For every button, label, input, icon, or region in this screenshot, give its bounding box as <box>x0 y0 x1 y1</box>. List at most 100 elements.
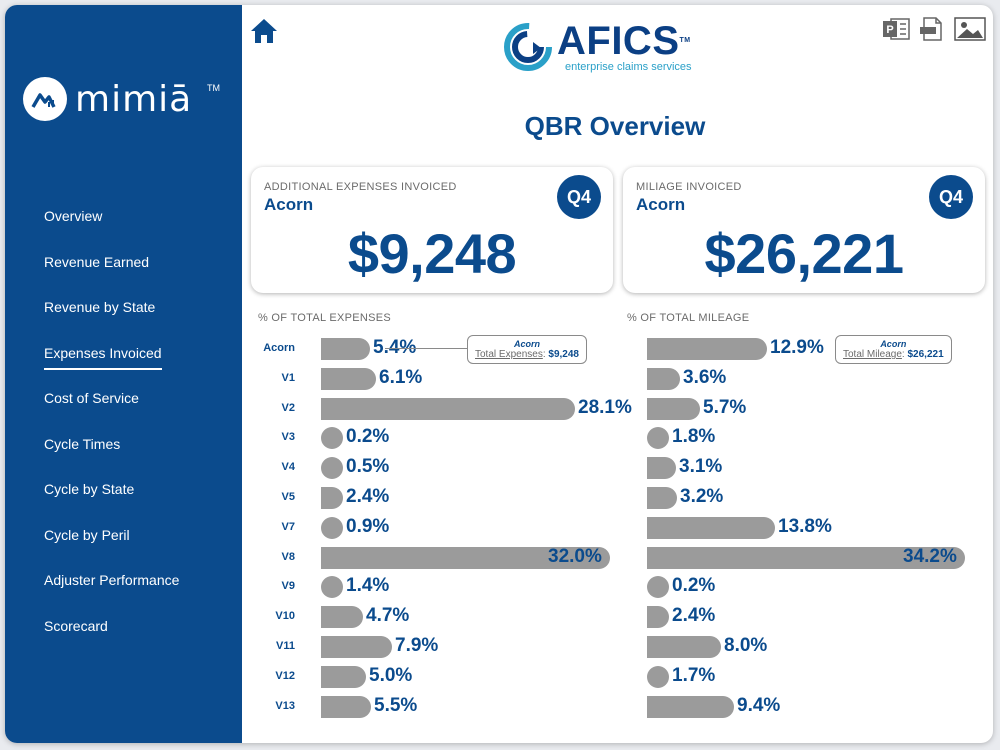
mileage-bar[interactable] <box>647 338 767 360</box>
mileage-bar[interactable] <box>647 397 700 420</box>
sidebar-item-cost-of-service[interactable]: Cost of Service <box>44 385 179 431</box>
expenses-chart-title: % OF TOTAL EXPENSES <box>258 312 392 324</box>
home-icon[interactable] <box>248 15 280 47</box>
row-label: V8 <box>281 550 295 563</box>
afics-name: AFICS <box>557 19 680 63</box>
quarter-badge: Q4 <box>557 175 601 219</box>
mileage-bar[interactable] <box>647 636 721 658</box>
mileage-bar-value: 1.7% <box>672 664 716 686</box>
row-label: V13 <box>275 699 295 712</box>
pdf-export-icon[interactable] <box>917 15 947 43</box>
brand-name: mimiā <box>75 78 193 120</box>
afics-logo: AFICSTM enterprise claims services <box>503 21 692 73</box>
mileage-bar[interactable] <box>647 457 676 480</box>
tooltip-value: $26,221 <box>907 349 944 360</box>
row-label: V2 <box>281 401 295 414</box>
card-value: $9,248 <box>347 222 517 285</box>
mileage-bar[interactable] <box>647 427 669 450</box>
card-label: MILIAGE INVOICED <box>636 181 742 193</box>
expenses-bar-value: 6.1% <box>379 366 423 388</box>
expenses-bar[interactable] <box>321 695 371 718</box>
svg-text:P: P <box>886 24 893 36</box>
afics-tagline: enterprise claims services <box>565 61 692 73</box>
sidebar-item-label: Scorecard <box>44 617 108 634</box>
sidebar-item-cycle-times[interactable]: Cycle Times <box>44 431 179 477</box>
sidebar-item-revenue-earned[interactable]: Revenue Earned <box>44 249 179 295</box>
sidebar-item-overview[interactable]: Overview <box>44 203 179 249</box>
sidebar-item-label: Overview <box>44 208 103 224</box>
expenses-bar[interactable] <box>321 516 343 539</box>
mileage-bar-value: 0.2% <box>672 575 716 597</box>
sidebar-item-label: Cycle Times <box>44 435 121 452</box>
row-label: V1 <box>281 371 295 384</box>
sidebar-item-label: Revenue Earned <box>44 253 150 270</box>
sidebar-item-cycle-by-state[interactable]: Cycle by State <box>44 476 179 522</box>
row-label: V4 <box>281 461 295 474</box>
mileage-bar-value: 5.7% <box>703 396 747 418</box>
brand: mimiā TM <box>23 77 220 121</box>
sidebar-item-scorecard[interactable]: Scorecard <box>44 613 179 659</box>
row-label: V3 <box>281 431 295 444</box>
expenses-bar-value: 2.4% <box>346 486 390 507</box>
mileage-kpi-card: MILIAGE INVOICED Acorn Q4 $26,221 <box>623 167 985 293</box>
expenses-bar[interactable] <box>321 487 343 509</box>
expenses-bar-value: 0.9% <box>346 515 390 537</box>
expenses-bar[interactable] <box>321 427 343 450</box>
expenses-bar[interactable] <box>321 338 370 360</box>
powerpoint-export-icon[interactable]: P <box>881 15 911 43</box>
image-export-icon[interactable] <box>953 15 986 43</box>
expenses-bar[interactable] <box>321 457 343 480</box>
row-label: Acorn <box>263 342 295 354</box>
expenses-bar[interactable] <box>321 665 366 688</box>
sidebar-item-adjuster-performance[interactable]: Adjuster Performance <box>44 567 179 613</box>
card-label: ADDITIONAL EXPENSES INVOICED <box>264 181 457 193</box>
mileage-bar-value: 2.4% <box>672 605 716 627</box>
mileage-bar[interactable] <box>647 576 669 599</box>
mileage-bar-value: 1.8% <box>672 426 716 448</box>
mileage-bar-value: 12.9% <box>770 337 824 358</box>
expenses-bar[interactable] <box>321 606 363 629</box>
card-client: Acorn <box>636 195 686 214</box>
mileage-chart-title: % OF TOTAL MILEAGE <box>627 312 750 324</box>
sidebar-item-expenses-invoiced[interactable]: Expenses Invoiced <box>44 340 179 386</box>
mileage-bar[interactable] <box>647 695 734 718</box>
card-client: Acorn <box>264 195 314 214</box>
tooltip-connector <box>385 348 467 349</box>
expenses-bar[interactable] <box>321 397 575 420</box>
mileage-bar-value: 13.8% <box>778 515 832 537</box>
mileage-bar[interactable] <box>647 665 669 688</box>
row-label: V5 <box>281 491 295 503</box>
tooltip-label: Total Mileage <box>843 349 902 360</box>
sidebar-item-label: Revenue by State <box>44 299 156 315</box>
expenses-bar-value: 0.2% <box>346 426 390 448</box>
sidebar: mimiā TM Overview Revenue Earned Revenue b… <box>5 5 242 743</box>
mileage-tooltip: Acorn Total Mileage: $26,221 <box>835 335 952 364</box>
expenses-bar-value: 1.4% <box>346 575 390 597</box>
expenses-bar[interactable] <box>321 546 610 569</box>
mileage-bar-value: 3.1% <box>679 456 723 478</box>
sidebar-item-cycle-by-peril[interactable]: Cycle by Peril <box>44 522 179 568</box>
export-toolbar: P <box>881 15 986 43</box>
mileage-bar[interactable] <box>647 606 669 629</box>
sidebar-item-label: Cost of Service <box>44 390 139 406</box>
expenses-bar[interactable] <box>321 367 376 390</box>
expenses-bar-value: 5.0% <box>369 664 413 686</box>
app-frame: mimiā TM Overview Revenue Earned Revenue b… <box>5 5 993 743</box>
mileage-bar[interactable] <box>647 367 680 390</box>
sidebar-item-label: Cycle by Peril <box>44 526 130 543</box>
mileage-bar[interactable] <box>647 487 677 509</box>
row-label: V7 <box>281 520 295 533</box>
row-label: V10 <box>275 610 295 623</box>
mileage-bar[interactable] <box>647 546 965 569</box>
mileage-bar-value: 9.4% <box>737 694 781 716</box>
expenses-bar[interactable] <box>321 636 392 658</box>
expenses-bar-value: 4.7% <box>366 605 410 627</box>
sidebar-item-revenue-by-state[interactable]: Revenue by State <box>44 294 179 340</box>
row-label: V12 <box>275 669 295 682</box>
expenses-bar-value: 7.9% <box>395 635 439 656</box>
expenses-tooltip: Acorn Total Expenses: $9,248 <box>467 335 587 364</box>
expenses-bar-value: 32.0% <box>548 545 602 567</box>
mileage-bar-value: 8.0% <box>724 635 768 656</box>
mileage-bar[interactable] <box>647 516 775 539</box>
expenses-bar[interactable] <box>321 576 343 599</box>
